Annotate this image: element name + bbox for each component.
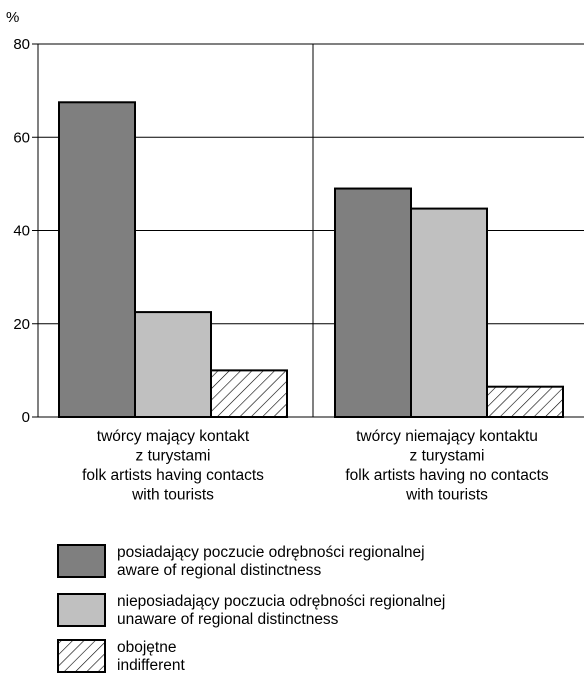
category-label: twórcy niemający kontaktu — [356, 428, 538, 445]
y-tick-label: 60 — [13, 129, 30, 146]
bar — [334, 187, 412, 418]
legend-label: obojętne — [117, 639, 176, 656]
bar — [410, 207, 488, 418]
category-label: z turystami — [136, 448, 211, 465]
bar — [486, 385, 564, 419]
category-label: with tourists — [405, 487, 488, 504]
y-tick-label: 40 — [13, 223, 30, 240]
y-tick-label: 0 — [22, 409, 30, 426]
category-label: z turystami — [410, 448, 485, 465]
category-label: with tourists — [131, 487, 214, 504]
category-label: folk artists having no contacts — [345, 467, 549, 484]
legend-swatch — [57, 544, 106, 578]
bar — [134, 311, 212, 418]
legend: posiadający poczucie odrębności regional… — [57, 544, 445, 674]
category-label: folk artists having contacts — [82, 467, 264, 484]
y-tick-label: 20 — [13, 316, 30, 333]
labels: 0 20 40 60 80% twórcy mający kontakt z turysta… — [6, 9, 549, 504]
bar — [58, 101, 136, 418]
bar — [210, 369, 288, 418]
legend-swatch — [57, 639, 106, 673]
axes — [32, 43, 584, 418]
legend-label: aware of regional distinctness — [117, 562, 321, 579]
category-label: twórcy mający kontakt — [97, 428, 250, 445]
y-axis-label: % — [6, 9, 19, 26]
legend-label: indifferent — [117, 657, 185, 674]
legend-swatch — [57, 593, 106, 627]
bars — [58, 101, 564, 419]
legend-label: unaware of regional distinctness — [117, 611, 339, 628]
legend-label: nieposiadający poczucia odrębności regio… — [117, 593, 445, 610]
legend-label: posiadający poczucie odrębności regional… — [117, 544, 425, 561]
y-tick-label: 80 — [13, 36, 30, 53]
